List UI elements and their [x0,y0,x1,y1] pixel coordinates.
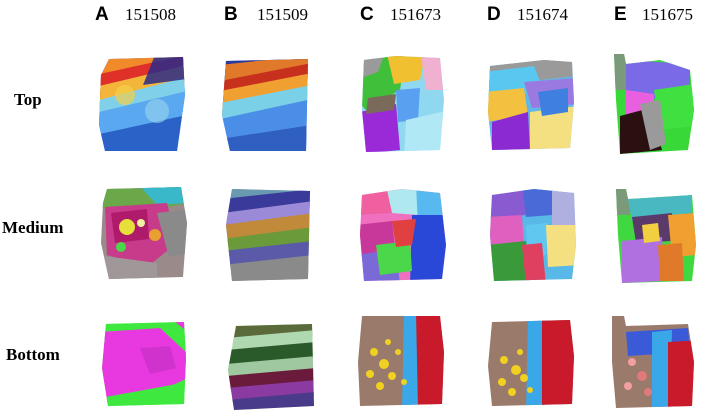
tissue-map-a-medium [97,183,189,283]
tissue-map-c-bottom [354,312,450,412]
row-label-top: Top [14,90,42,109]
tissue-map-c-top [356,50,450,158]
panel-letter-d: D [487,4,501,25]
row-label-medium: Medium [2,218,64,237]
tissue-map-d-bottom [484,316,580,412]
sample-id-b: 151509 [257,5,308,24]
tissue-map-c-medium [356,185,450,285]
panel-letter-c: C [360,4,374,25]
tissue-map-b-top [220,55,312,155]
panel-letter-a: A [95,4,109,25]
tissue-map-b-bottom [226,320,316,412]
tissue-map-a-top [95,55,187,155]
row-label-bottom: Bottom [6,345,60,364]
sample-id-d: 151674 [517,5,568,24]
tissue-map-e-medium [612,185,704,285]
sample-id-e: 151675 [642,5,693,24]
sample-id-a: 151508 [125,5,176,24]
tissue-map-d-medium [486,185,580,285]
tissue-map-e-top [610,50,704,158]
sample-id-c: 151673 [390,5,441,24]
panel-letter-b: B [224,4,238,25]
tissue-map-e-bottom [608,312,704,412]
panel-letter-e: E [614,4,627,25]
tissue-map-d-top [484,52,578,158]
tissue-map-a-bottom [100,318,188,410]
tissue-map-b-medium [222,185,314,283]
